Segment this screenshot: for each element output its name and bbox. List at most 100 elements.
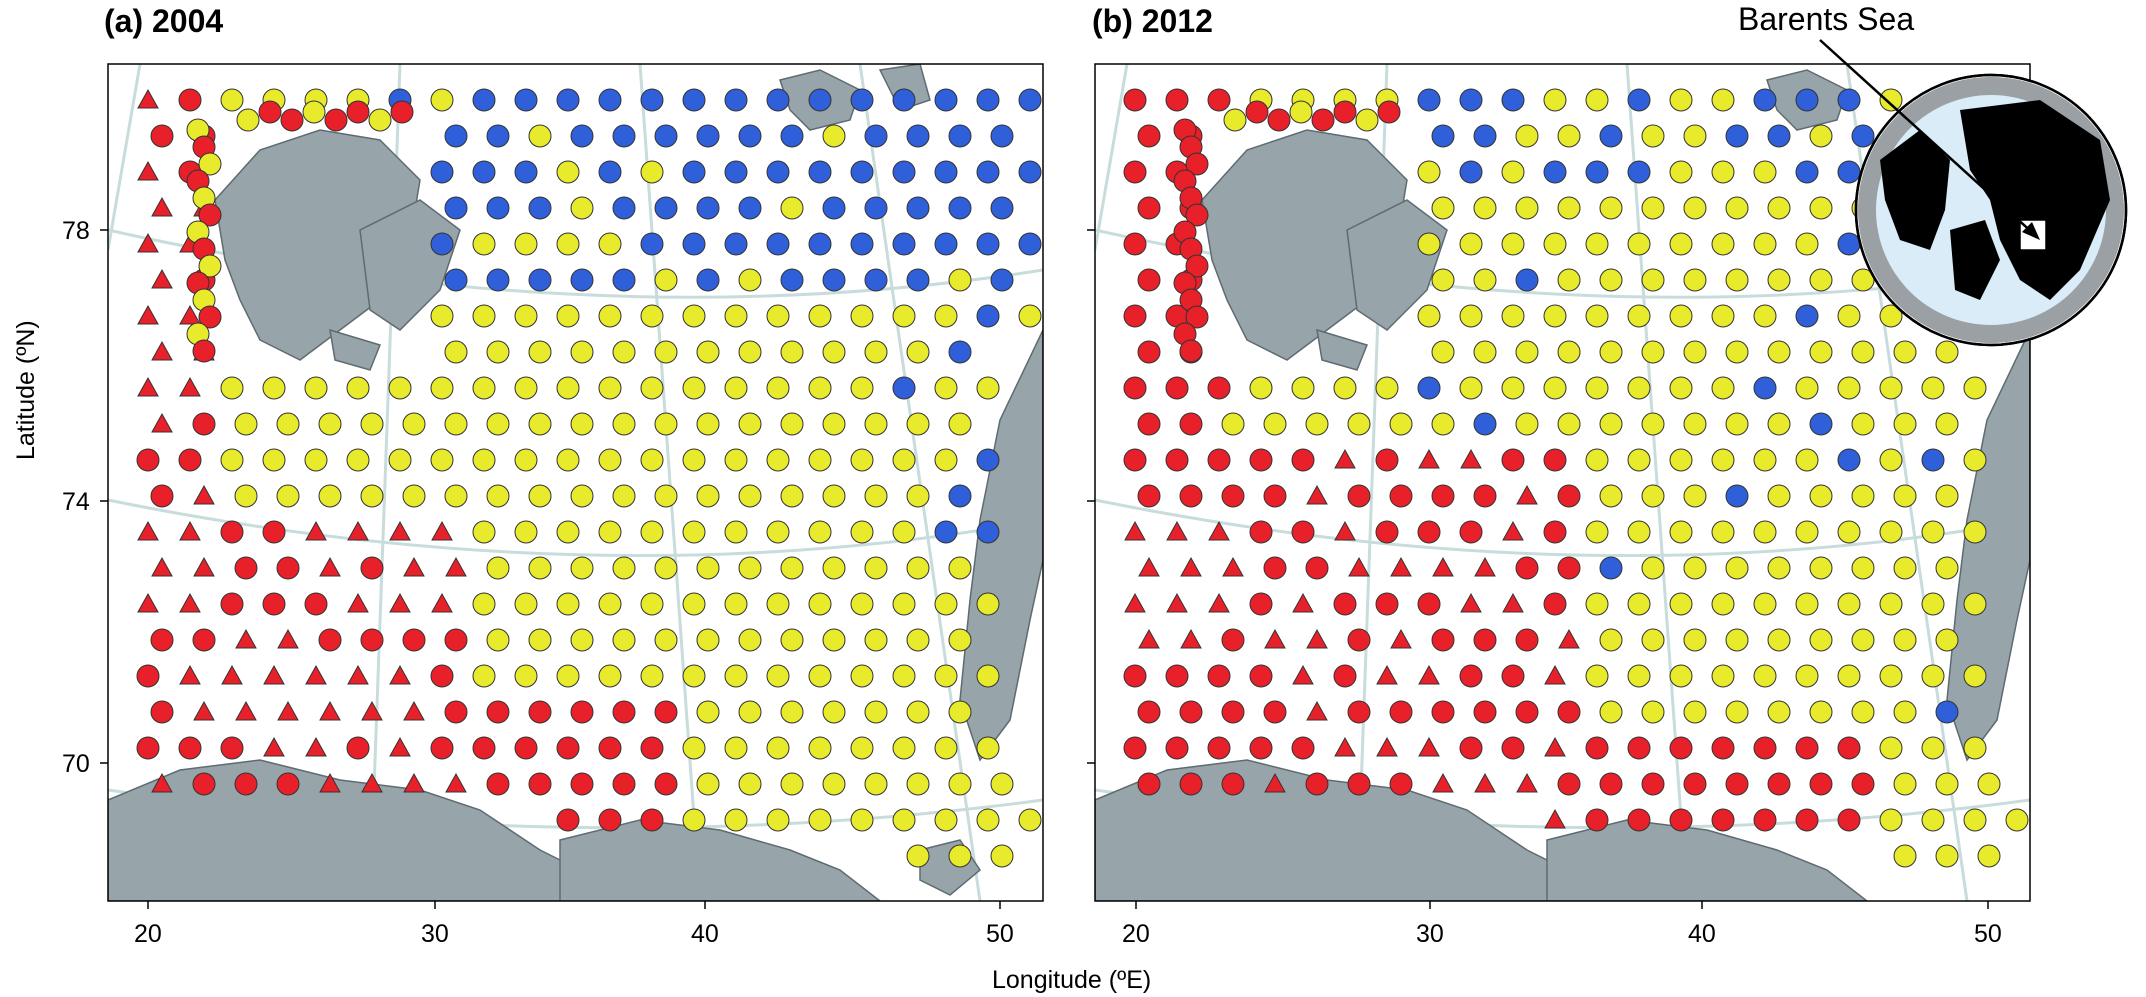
yellow-station-circle: [612, 412, 636, 436]
yellow-station-circle: [1935, 484, 1959, 508]
yellow-station-circle: [402, 484, 426, 508]
yellow-station-circle: [892, 448, 916, 472]
yellow-station-circle: [1223, 108, 1247, 132]
blue-station-circle: [1809, 412, 1833, 436]
yellow-station-circle: [1893, 844, 1917, 868]
yellow-station-circle: [1809, 340, 1833, 364]
red-station-circle: [472, 736, 496, 760]
red-station-circle: [1123, 160, 1147, 184]
yellow-station-circle: [1963, 448, 1987, 472]
yellow-station-circle: [1795, 592, 1819, 616]
red-station-triangle: [1432, 772, 1454, 793]
yellow-station-circle: [934, 304, 958, 328]
red-station-circle: [486, 700, 510, 724]
yellow-station-circle: [1543, 88, 1567, 112]
yellow-station-circle: [1683, 340, 1707, 364]
red-station-triangle: [1544, 664, 1566, 685]
yellow-station-circle: [724, 736, 748, 760]
yellow-station-circle: [570, 556, 594, 580]
red-station-circle: [1291, 448, 1315, 472]
yellow-station-circle: [1669, 448, 1693, 472]
blue-station-circle: [724, 160, 748, 184]
blue-station-circle: [990, 196, 1014, 220]
yellow-station-circle: [1795, 664, 1819, 688]
yellow-station-circle: [1263, 412, 1287, 436]
yellow-station-circle: [528, 556, 552, 580]
yellow-station-circle: [654, 412, 678, 436]
red-station-circle: [1627, 808, 1651, 832]
yellow-station-circle: [906, 628, 930, 652]
yellow-station-circle: [388, 376, 412, 400]
red-station-circle: [1249, 448, 1273, 472]
red-station-circle: [192, 628, 216, 652]
red-station-triangle: [179, 304, 201, 325]
yellow-station-circle: [1795, 520, 1819, 544]
yellow-station-circle: [1459, 232, 1483, 256]
red-station-circle: [1221, 772, 1245, 796]
yellow-station-circle: [654, 628, 678, 652]
blue-station-circle: [1921, 448, 1945, 472]
red-station-circle: [1753, 808, 1777, 832]
yellow-station-circle: [1921, 736, 1945, 760]
yellow-station-circle: [1809, 124, 1833, 148]
yellow-station-circle: [1641, 484, 1665, 508]
yellow-station-circle: [514, 232, 538, 256]
yellow-station-circle: [1795, 232, 1819, 256]
red-station-circle: [1185, 152, 1209, 176]
blue-station-circle: [976, 232, 1000, 256]
blue-station-circle: [906, 196, 930, 220]
yellow-station-circle: [1725, 268, 1749, 292]
yellow-station-circle: [892, 520, 916, 544]
red-station-circle: [1543, 520, 1567, 544]
red-station-circle: [1501, 664, 1525, 688]
red-station-circle: [262, 592, 286, 616]
red-station-triangle: [319, 772, 341, 793]
yellow-station-circle: [1543, 376, 1567, 400]
blue-station-circle: [570, 124, 594, 148]
red-station-circle: [1137, 700, 1161, 724]
yellow-station-circle: [1795, 376, 1819, 400]
red-station-triangle: [305, 664, 327, 685]
yellow-station-circle: [1669, 592, 1693, 616]
red-station-circle: [192, 412, 216, 436]
blue-station-circle: [1585, 160, 1609, 184]
yellow-station-circle: [612, 628, 636, 652]
red-station-triangle: [1264, 628, 1286, 649]
yellow-station-circle: [1711, 448, 1735, 472]
yellow-station-circle: [738, 340, 762, 364]
yellow-station-circle: [1585, 520, 1609, 544]
blue-station-circle: [864, 268, 888, 292]
yellow-station-circle: [640, 592, 664, 616]
red-station-triangle: [305, 520, 327, 541]
blue-station-circle: [654, 196, 678, 220]
blue-station-circle: [976, 520, 1000, 544]
blue-station-circle: [976, 304, 1000, 328]
yellow-station-circle: [976, 736, 1000, 760]
yellow-station-circle: [528, 340, 552, 364]
yellow-station-circle: [654, 556, 678, 580]
yellow-station-circle: [640, 664, 664, 688]
yellow-station-circle: [822, 484, 846, 508]
red-station-triangle: [137, 232, 159, 253]
red-station-circle: [570, 772, 594, 796]
x-axis-label: Longitude (ºE): [992, 966, 1151, 994]
yellow-station-circle: [1669, 520, 1693, 544]
yellow-station-circle: [598, 520, 622, 544]
blue-station-circle: [1543, 160, 1567, 184]
panel-b-stations: [1123, 88, 2029, 868]
red-station-circle: [1837, 808, 1861, 832]
red-station-circle: [1599, 772, 1623, 796]
blue-station-circle: [1837, 88, 1861, 112]
red-station-circle: [1137, 484, 1161, 508]
yellow-station-circle: [1753, 520, 1777, 544]
blue-station-circle: [472, 88, 496, 112]
red-station-circle: [598, 808, 622, 832]
blue-station-circle: [850, 232, 874, 256]
inset-pointer-line: [1819, 39, 2036, 236]
yellow-station-circle: [360, 484, 384, 508]
yellow-station-circle: [976, 376, 1000, 400]
red-station-triangle: [403, 700, 425, 721]
blue-station-circle: [892, 88, 916, 112]
blue-station-circle: [934, 520, 958, 544]
yellow-station-circle: [1767, 628, 1791, 652]
